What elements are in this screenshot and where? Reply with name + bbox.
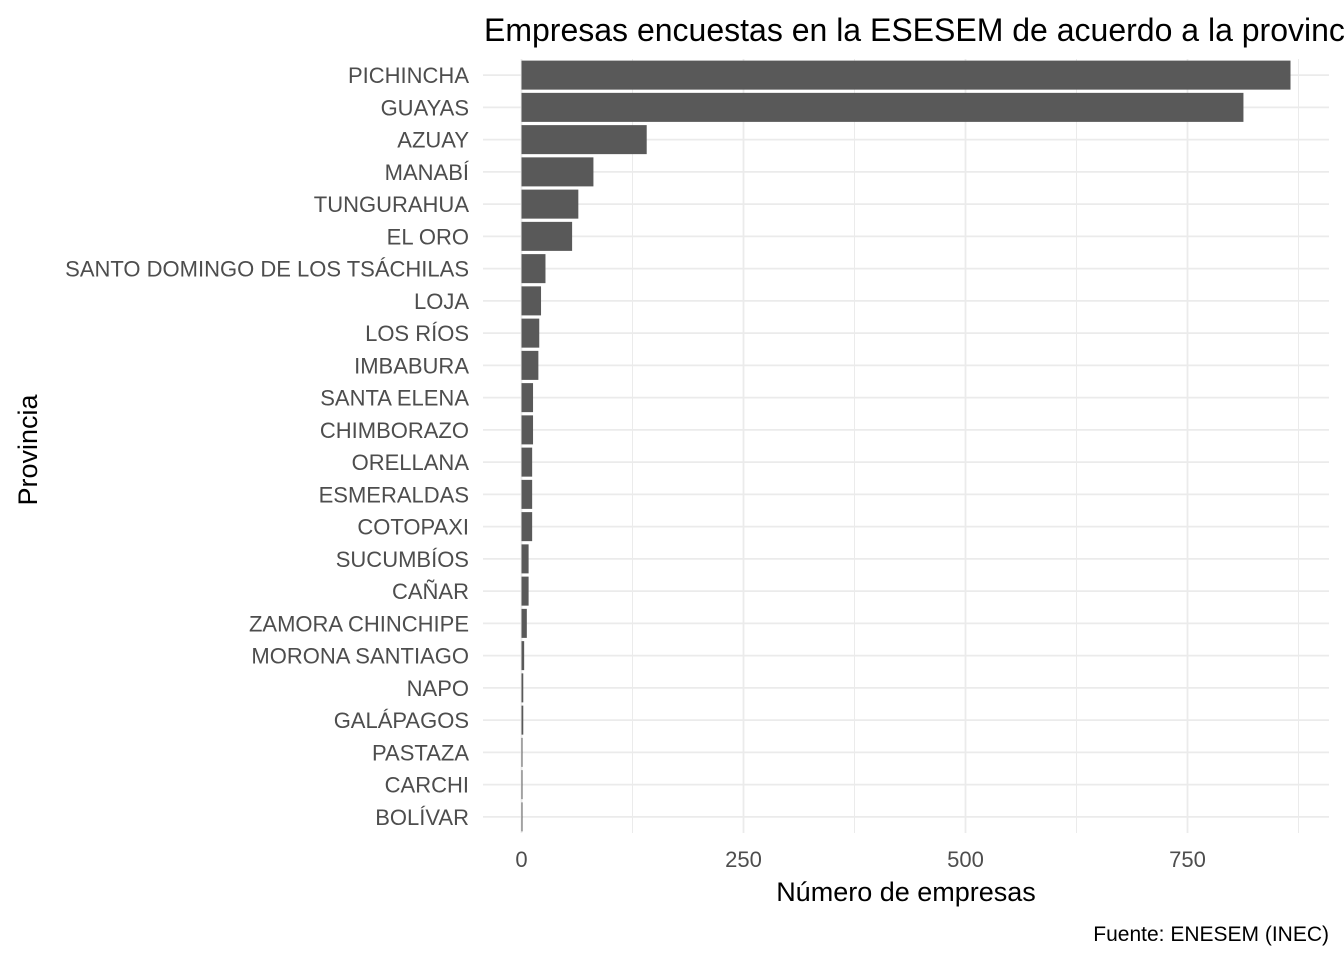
x-tick-labels: 0 250 500 750 [515, 847, 1205, 872]
y-tick-label: IMBABURA [354, 353, 469, 378]
y-tick-label: SANTA ELENA [320, 386, 469, 411]
y-tick-label: ESMERALDAS [319, 482, 469, 507]
bar [521, 189, 579, 219]
bar [521, 383, 534, 413]
y-tick-label: LOS RÍOS [365, 321, 469, 346]
y-tick-label: CARCHI [385, 773, 469, 798]
caption: Fuente: ENESEM (INEC) [1093, 923, 1329, 946]
grid-minor-lines [632, 59, 1299, 833]
y-tick-label: AZUAY [397, 128, 469, 153]
bar [521, 673, 524, 703]
bar [521, 576, 529, 606]
y-tick-label: ZAMORA CHINCHIPE [249, 611, 469, 636]
y-tick-label: MORONA SANTIAGO [251, 644, 469, 669]
y-tick-label: TUNGURAHUA [314, 192, 470, 217]
bar [521, 318, 540, 348]
bar [521, 802, 523, 832]
y-tick-label: SUCUMBÍOS [336, 547, 469, 572]
x-tick-label: 500 [947, 847, 984, 872]
y-tick-label: EL ORO [387, 224, 469, 249]
y-tick-label: COTOPAXI [357, 515, 469, 540]
x-tick-label: 750 [1169, 847, 1206, 872]
y-tick-label: PICHINCHA [348, 63, 469, 88]
chart-title: Empresas encuestas en la ESESEM de acuer… [484, 12, 1344, 48]
bar [521, 92, 1244, 122]
y-tick-label: PASTAZA [372, 740, 469, 765]
y-tick-label: ORELLANA [352, 450, 470, 475]
x-tick-label: 250 [725, 847, 762, 872]
bar [521, 608, 527, 638]
bar [521, 254, 546, 284]
bar [521, 415, 534, 445]
bar [521, 737, 523, 767]
bar [521, 125, 647, 155]
bar [521, 60, 1291, 90]
grid-major-lines [483, 59, 1329, 833]
y-tick-label: SANTO DOMINGO DE LOS TSÁCHILAS [65, 257, 469, 282]
y-tick-label: CHIMBORAZO [320, 418, 469, 443]
y-tick-label: GUAYAS [381, 95, 469, 120]
y-axis-title: Provincia [13, 393, 43, 505]
y-tick-label: NAPO [407, 676, 469, 701]
y-tick-label: BOLÍVAR [375, 805, 469, 830]
bar [521, 479, 533, 509]
x-axis-title: Número de empresas [776, 877, 1036, 907]
bar [521, 705, 524, 735]
bar [521, 512, 533, 542]
x-tick-label: 0 [515, 847, 527, 872]
bar [521, 544, 529, 574]
bar [521, 770, 523, 800]
y-tick-label: LOJA [414, 289, 469, 314]
bar [521, 350, 539, 380]
bar [521, 221, 573, 251]
bar [521, 641, 525, 671]
bar [521, 286, 542, 316]
y-tick-label: GALÁPAGOS [334, 708, 469, 733]
y-tick-label: CAÑAR [392, 579, 469, 604]
y-tick-labels: PICHINCHA GUAYAS AZUAY MANABÍ TUNGURAHUA EL O… [65, 63, 470, 830]
y-tick-label: MANABÍ [385, 160, 470, 185]
bars-group [521, 60, 1291, 832]
bar [521, 157, 594, 187]
bar [521, 447, 533, 477]
